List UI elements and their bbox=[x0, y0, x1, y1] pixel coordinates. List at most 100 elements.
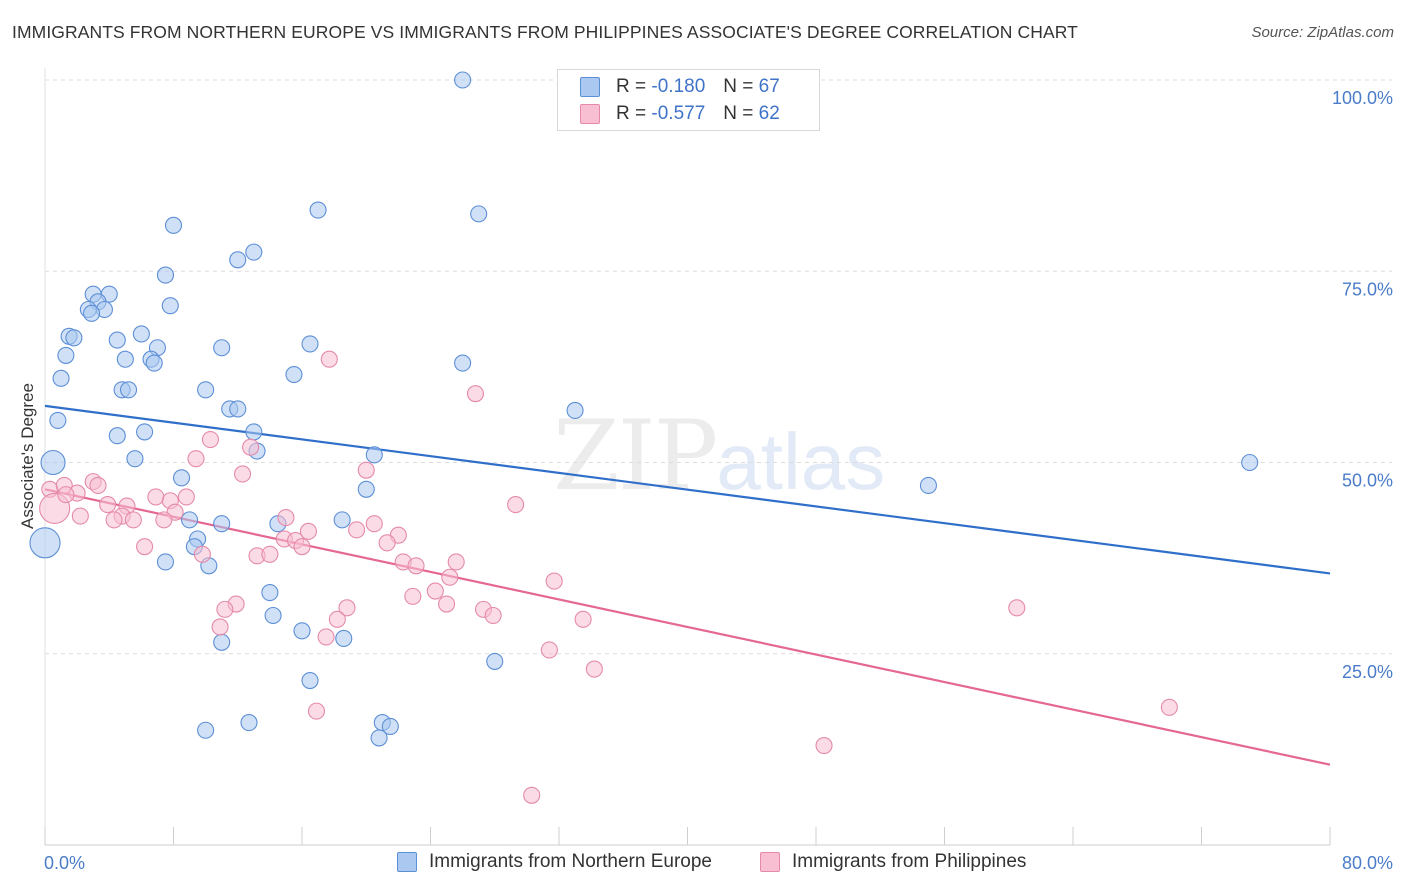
data-point bbox=[320, 350, 338, 368]
watermark-zip: ZIP bbox=[553, 400, 718, 512]
trend-line-blue bbox=[44, 404, 1331, 575]
data-point bbox=[99, 496, 117, 514]
data-point bbox=[105, 511, 123, 529]
data-point bbox=[57, 346, 75, 364]
watermark: ZIPatlas bbox=[553, 400, 885, 512]
data-point bbox=[177, 488, 195, 506]
data-point bbox=[245, 243, 263, 261]
x-tick-label-min: 0.0% bbox=[44, 853, 85, 873]
series-swatch-blue bbox=[397, 852, 417, 872]
series-points-pink bbox=[39, 350, 1178, 804]
y-axis-label: Associate's Degree bbox=[18, 383, 37, 529]
legend-r-value-blue: -0.180 bbox=[651, 76, 706, 97]
data-point bbox=[540, 641, 558, 659]
tick-labels: 25.0% 50.0% 75.0% 100.0% 0.0% 80.0% bbox=[44, 88, 1393, 873]
data-point bbox=[213, 339, 231, 357]
data-point bbox=[161, 297, 179, 315]
data-point bbox=[447, 553, 465, 571]
data-point bbox=[277, 509, 295, 527]
data-point bbox=[1241, 453, 1259, 472]
data-point bbox=[261, 545, 279, 563]
x-tick-label-max: 80.0% bbox=[1342, 853, 1393, 873]
data-point bbox=[136, 538, 154, 556]
legend-swatch-pink bbox=[580, 104, 600, 124]
data-point bbox=[234, 465, 252, 483]
data-point bbox=[126, 450, 144, 468]
chart-title: IMMIGRANTS FROM NORTHERN EUROPE VS IMMIG… bbox=[12, 22, 1078, 42]
data-point bbox=[108, 331, 126, 349]
data-point bbox=[407, 557, 425, 575]
data-point bbox=[293, 538, 311, 556]
data-point bbox=[40, 449, 66, 476]
data-point bbox=[71, 507, 89, 525]
data-point bbox=[216, 600, 234, 618]
data-point bbox=[147, 488, 165, 506]
data-point bbox=[136, 423, 154, 441]
data-point bbox=[370, 729, 388, 747]
data-point bbox=[116, 350, 134, 368]
data-point bbox=[213, 515, 231, 533]
data-point bbox=[301, 335, 319, 353]
data-point bbox=[229, 251, 247, 269]
series-name-northern-europe: Immigrants from Northern Europe bbox=[429, 851, 712, 872]
data-point bbox=[293, 622, 311, 640]
series-swatch-pink bbox=[760, 852, 780, 872]
data-point bbox=[365, 446, 383, 464]
legend-row-northern-europe: R = -0.180 N = 67 bbox=[580, 75, 780, 99]
data-point bbox=[49, 411, 67, 429]
data-point bbox=[299, 522, 317, 540]
source-credit: Source: ZipAtlas.com bbox=[1251, 24, 1394, 41]
data-point bbox=[156, 553, 175, 571]
data-point bbox=[574, 610, 592, 628]
data-point bbox=[307, 702, 326, 720]
data-point bbox=[83, 304, 101, 322]
series-legend-philippines[interactable]: Immigrants from Philippines bbox=[760, 851, 1026, 873]
data-point bbox=[261, 583, 279, 602]
data-point bbox=[285, 365, 303, 384]
legend-swatch-blue bbox=[580, 77, 600, 97]
data-point bbox=[454, 71, 472, 89]
grid-lines bbox=[45, 79, 1392, 655]
series-name-philippines: Immigrants from Philippines bbox=[792, 851, 1027, 872]
trend-line-pink bbox=[44, 488, 1331, 766]
data-point bbox=[245, 423, 263, 441]
data-point bbox=[365, 515, 383, 533]
data-point bbox=[585, 660, 603, 678]
data-points bbox=[29, 71, 1259, 804]
data-point bbox=[507, 496, 525, 514]
data-point bbox=[317, 628, 335, 646]
data-point bbox=[57, 486, 75, 504]
data-point bbox=[815, 736, 833, 755]
data-point bbox=[309, 201, 327, 219]
data-point bbox=[441, 568, 459, 586]
data-point bbox=[156, 266, 175, 284]
data-point bbox=[404, 587, 422, 605]
data-point bbox=[132, 325, 150, 343]
legend-row-philippines: R = -0.577 N = 62 bbox=[580, 102, 780, 126]
legend-n-label: N = bbox=[723, 103, 754, 124]
data-point bbox=[145, 354, 163, 372]
series-legend-northern-europe[interactable]: Immigrants from Northern Europe bbox=[397, 851, 712, 873]
data-point bbox=[335, 629, 353, 648]
data-point bbox=[29, 527, 61, 559]
data-point bbox=[155, 511, 173, 529]
data-point bbox=[108, 427, 126, 445]
data-point bbox=[193, 545, 211, 563]
data-point bbox=[486, 652, 504, 670]
data-point bbox=[211, 618, 229, 636]
legend-n-value-blue: 67 bbox=[758, 76, 780, 97]
data-point bbox=[357, 480, 375, 498]
data-point bbox=[213, 633, 231, 651]
data-point bbox=[348, 521, 366, 539]
data-point bbox=[466, 385, 485, 403]
y-tick-label: 50.0% bbox=[1342, 471, 1393, 491]
data-point bbox=[381, 717, 399, 735]
data-point bbox=[172, 469, 191, 487]
legend-r-value-pink: -0.577 bbox=[651, 103, 706, 124]
trend-lines bbox=[44, 404, 1331, 766]
legend-n-value-pink: 62 bbox=[758, 103, 780, 124]
series-points-blue bbox=[29, 71, 1259, 747]
data-point bbox=[164, 216, 183, 234]
data-point bbox=[1160, 698, 1178, 716]
